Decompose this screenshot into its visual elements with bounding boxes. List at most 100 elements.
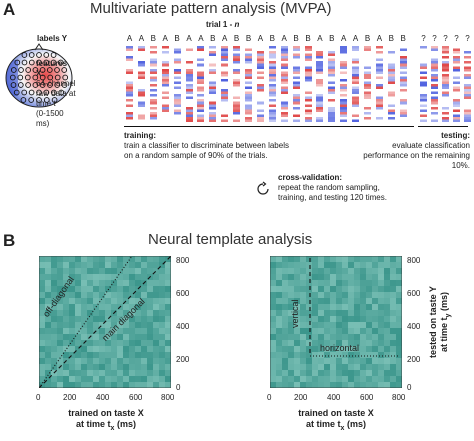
matrix-cell bbox=[348, 256, 355, 263]
matrix-cell bbox=[141, 340, 148, 347]
trial-range-label: trial 1 - n bbox=[206, 20, 239, 30]
matrix-cell bbox=[147, 280, 154, 287]
matrix-cell bbox=[45, 262, 52, 269]
matrix-cell bbox=[270, 352, 277, 359]
matrix-cell bbox=[360, 274, 367, 281]
training-bracket-line bbox=[124, 126, 414, 127]
matrix-cell bbox=[87, 364, 94, 371]
matrix-cell bbox=[390, 334, 397, 341]
matrix-cell bbox=[324, 286, 331, 293]
matrix-cell bbox=[372, 352, 379, 359]
matrix-cell bbox=[81, 280, 88, 287]
matrix-cell bbox=[129, 292, 136, 299]
matrix-cell bbox=[135, 256, 142, 263]
matrix-cell bbox=[93, 262, 100, 269]
matrix-cell bbox=[57, 328, 64, 335]
matrix-cell bbox=[372, 382, 379, 388]
electrode bbox=[36, 52, 42, 58]
matrix-cell bbox=[123, 256, 130, 263]
matrix-cell bbox=[63, 310, 70, 317]
matrix-cell bbox=[366, 256, 373, 263]
matrix-cell bbox=[396, 358, 402, 365]
matrix-cell bbox=[354, 382, 361, 388]
matrix-cell bbox=[69, 334, 76, 341]
matrix-cell bbox=[282, 382, 289, 388]
matrix-cell bbox=[330, 328, 337, 335]
matrix-cell bbox=[111, 298, 118, 305]
matrix-cell bbox=[57, 358, 64, 365]
matrix-cell bbox=[159, 304, 166, 311]
matrix-cell bbox=[99, 382, 106, 388]
matrix-cell bbox=[360, 280, 367, 287]
matrix-cell bbox=[288, 286, 295, 293]
matrix-cell bbox=[63, 382, 70, 388]
trial-strip bbox=[256, 46, 264, 122]
matrix-cell bbox=[300, 370, 307, 377]
matrix-cell bbox=[45, 364, 52, 371]
matrix-cell bbox=[87, 340, 94, 347]
matrix-cell bbox=[57, 322, 64, 329]
matrix-cell bbox=[111, 346, 118, 353]
matrix-cell bbox=[111, 256, 118, 263]
matrix-cell bbox=[300, 292, 307, 299]
matrix-cell bbox=[282, 340, 289, 347]
left-x-axis-title: trained on taste X at time tx (ms) bbox=[40, 408, 172, 434]
features-line: 64-channel bbox=[36, 79, 76, 88]
matrix-cell bbox=[87, 316, 94, 323]
matrix-cell bbox=[324, 292, 331, 299]
matrix-cell bbox=[51, 346, 58, 353]
matrix-cell bbox=[276, 280, 283, 287]
matrix-cell bbox=[288, 376, 295, 383]
trial-strip bbox=[268, 46, 276, 122]
matrix-cell bbox=[93, 340, 100, 347]
matrix-cell bbox=[300, 280, 307, 287]
matrix-cell bbox=[378, 304, 385, 311]
cv-title: cross-validation: bbox=[278, 173, 343, 182]
matrix-cell bbox=[348, 298, 355, 305]
matrix-cell bbox=[336, 334, 343, 341]
training-line: train a classifier to discriminate betwe… bbox=[124, 141, 289, 150]
matrix-cell bbox=[324, 382, 331, 388]
trial-strip bbox=[442, 46, 449, 122]
electrode bbox=[54, 74, 61, 81]
matrix-cell bbox=[330, 298, 337, 305]
matrix-cell bbox=[312, 304, 319, 311]
electrode bbox=[46, 67, 53, 73]
electrode bbox=[43, 52, 50, 58]
matrix-cell bbox=[165, 310, 171, 317]
matrix-cell bbox=[93, 364, 100, 371]
matrix-cell bbox=[312, 340, 319, 347]
matrix-cell bbox=[372, 280, 379, 287]
electrode bbox=[10, 67, 17, 73]
matrix-cell bbox=[39, 358, 46, 365]
matrix-cell bbox=[135, 304, 142, 311]
matrix-cell bbox=[159, 328, 166, 335]
matrix-cell bbox=[324, 268, 331, 275]
matrix-cell bbox=[45, 304, 52, 311]
matrix-cell bbox=[105, 334, 112, 341]
matrix-cell bbox=[63, 340, 70, 347]
test-label: ? bbox=[465, 34, 470, 43]
matrix-cell bbox=[360, 310, 367, 317]
matrix-cell bbox=[75, 280, 82, 287]
matrix-cell bbox=[348, 292, 355, 299]
matrix-cell bbox=[93, 256, 100, 263]
matrix-cell bbox=[366, 304, 373, 311]
trial-strip bbox=[464, 46, 471, 122]
matrix-cell bbox=[348, 382, 355, 388]
matrix-cell bbox=[378, 286, 385, 293]
trial-label: A bbox=[138, 34, 145, 43]
matrix-cell bbox=[390, 370, 397, 377]
matrix-cell bbox=[165, 292, 171, 299]
matrix-cell bbox=[366, 340, 373, 347]
matrix-cell bbox=[147, 262, 154, 269]
matrix-cell bbox=[378, 328, 385, 335]
matrix-cell bbox=[276, 358, 283, 365]
matrix-cell bbox=[384, 268, 391, 275]
matrix-cell bbox=[123, 274, 130, 281]
matrix-cell bbox=[384, 346, 391, 353]
matrix-cell bbox=[294, 298, 301, 305]
matrix-cell bbox=[294, 286, 301, 293]
features-block: features X: 64-channel raw data at time … bbox=[36, 59, 76, 129]
matrix-cell bbox=[69, 298, 76, 305]
